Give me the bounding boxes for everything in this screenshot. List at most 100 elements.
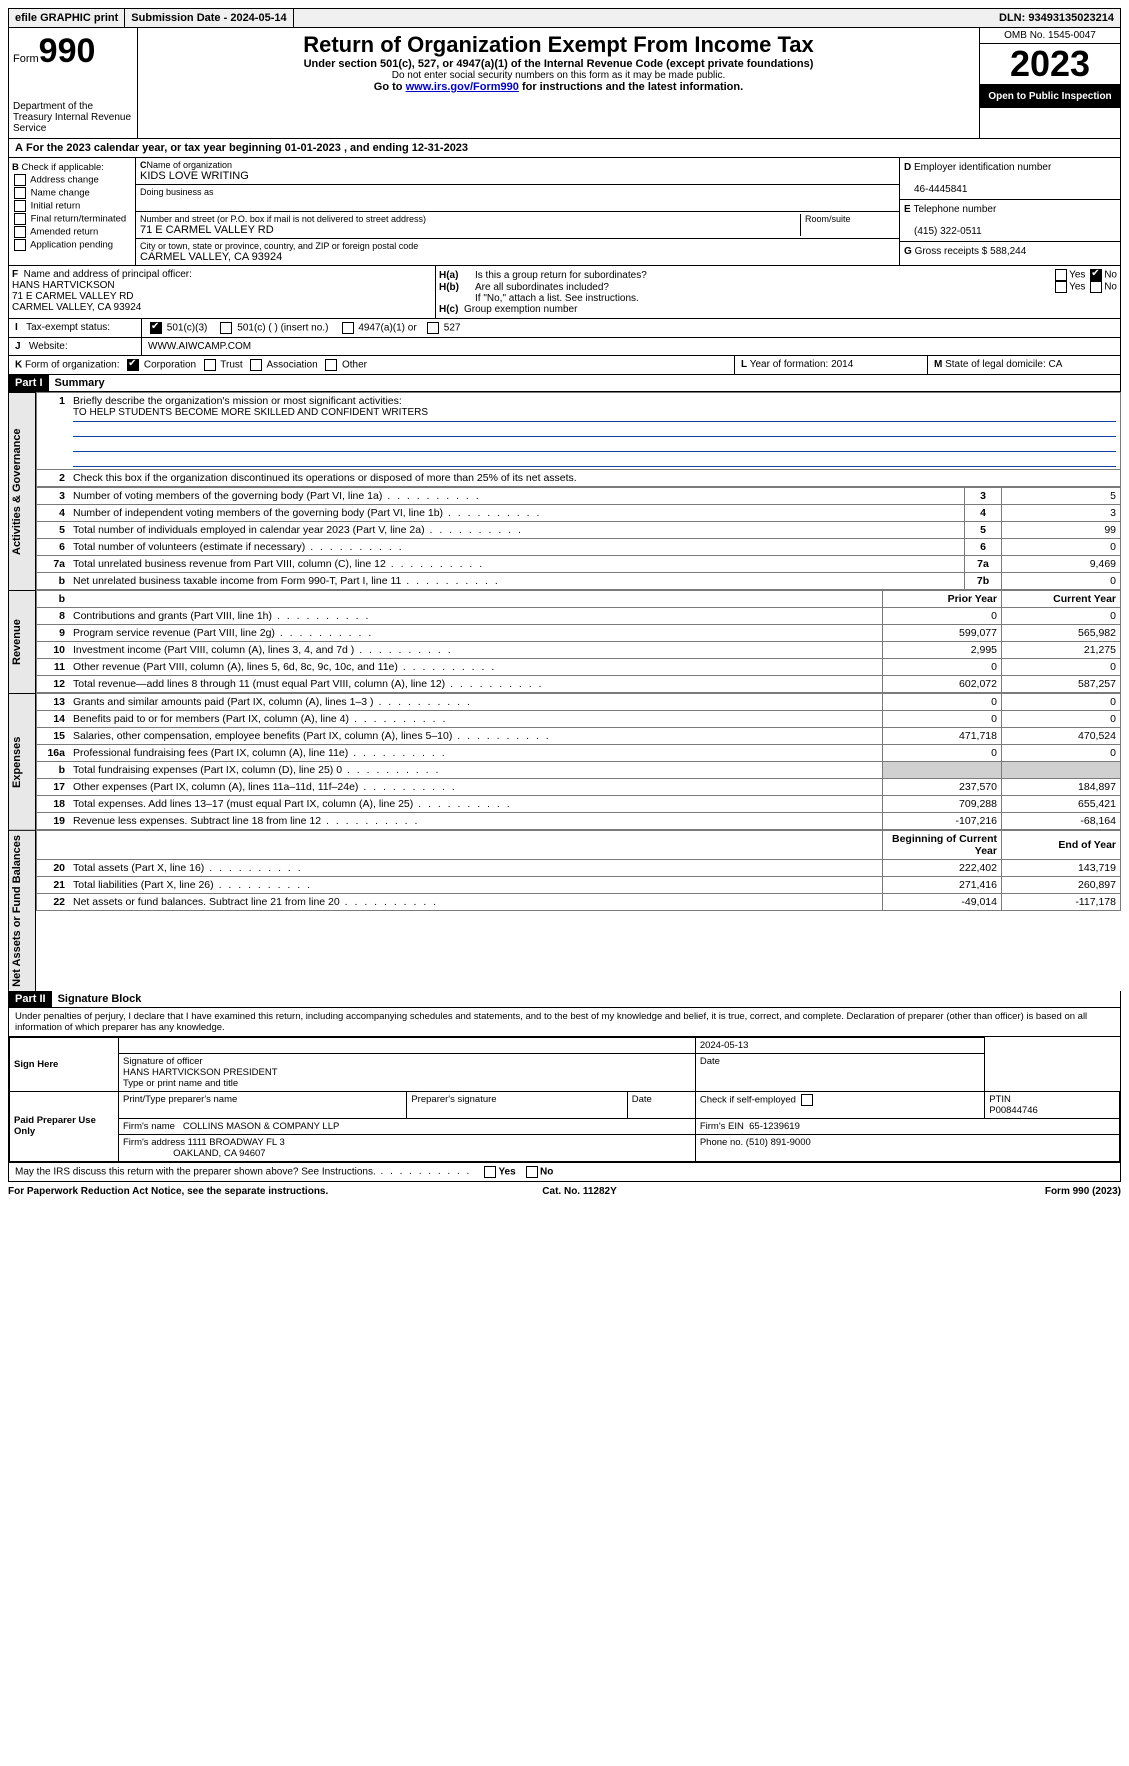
check-corp[interactable]	[127, 359, 139, 371]
officer-name: HANS HARTVICKSON PRESIDENT	[123, 1067, 278, 1078]
ha-yes[interactable]: Yes	[1053, 269, 1085, 281]
header-right: OMB No. 1545-0047 2023 Open to Public In…	[979, 28, 1120, 138]
table-row: 15Salaries, other compensation, employee…	[37, 728, 1121, 745]
telephone: (415) 322-0511	[904, 226, 982, 237]
gov-table: 3Number of voting members of the governi…	[36, 487, 1121, 590]
exp-table: 13Grants and similar amounts paid (Part …	[36, 693, 1121, 830]
top-bar: efile GRAPHIC print Submission Date - 20…	[8, 8, 1121, 28]
check-application-pending[interactable]: Application pending	[12, 239, 132, 251]
side-governance: Activities & Governance	[8, 392, 36, 590]
tax-year: 2023	[980, 44, 1120, 85]
header-mid: Return of Organization Exempt From Incom…	[138, 28, 979, 138]
table-row: bNet unrelated business taxable income f…	[37, 573, 1121, 590]
col-d-right: D Employer identification number 46-4445…	[900, 158, 1120, 265]
check-amended-return[interactable]: Amended return	[12, 226, 132, 238]
form-subtitle-1: Under section 501(c), 527, or 4947(a)(1)…	[142, 58, 975, 70]
table-row: 21Total liabilities (Part X, line 26)271…	[37, 877, 1121, 894]
irs-link[interactable]: www.irs.gov/Form990	[406, 81, 519, 93]
firm-addr1: 1111 BROADWAY FL 3	[188, 1137, 285, 1148]
ein: 46-4445841	[904, 184, 967, 195]
table-row: bTotal fundraising expenses (Part IX, co…	[37, 762, 1121, 779]
check-address-change[interactable]: Address change	[12, 174, 132, 186]
side-revenue: Revenue	[8, 590, 36, 693]
summary-expenses: Expenses 13Grants and similar amounts pa…	[8, 693, 1121, 830]
table-row: 7aTotal unrelated business revenue from …	[37, 556, 1121, 573]
cat-no: Cat. No. 11282Y	[542, 1186, 616, 1197]
table-row: 14Benefits paid to or for members (Part …	[37, 711, 1121, 728]
table-row: 9Program service revenue (Part VIII, lin…	[37, 625, 1121, 642]
website: WWW.AIWCAMP.COM	[148, 341, 251, 352]
check-name-change[interactable]: Name change	[12, 187, 132, 199]
col-b-checkboxes: B Check if applicable: Address change Na…	[9, 158, 136, 265]
rev-table: b Prior Year Current Year 8Contributions…	[36, 590, 1121, 693]
check-self-employed[interactable]	[801, 1094, 813, 1106]
org-street: 71 E CARMEL VALLEY RD	[140, 224, 800, 236]
efile-label: efile GRAPHIC print	[9, 9, 125, 27]
discuss-yes[interactable]	[484, 1166, 496, 1178]
hb-yes[interactable]: Yes	[1053, 281, 1085, 293]
form-subtitle-2: Do not enter social security numbers on …	[142, 70, 975, 81]
submission-date: Submission Date - 2024-05-14	[125, 9, 293, 27]
paid-preparer-label: Paid Preparer Use Only	[10, 1091, 119, 1161]
entity-section: B Check if applicable: Address change Na…	[8, 158, 1121, 266]
table-row: 12Total revenue—add lines 8 through 11 (…	[37, 676, 1121, 693]
col-c-org-info: CName of organization KIDS LOVE WRITING …	[136, 158, 900, 265]
table-row: 3Number of voting members of the governi…	[37, 488, 1121, 505]
table-row: 4Number of independent voting members of…	[37, 505, 1121, 522]
discuss-line: May the IRS discuss this return with the…	[8, 1163, 1121, 1182]
dln: DLN: 93493135023214	[993, 9, 1120, 27]
firm-ein: 65-1239619	[749, 1121, 800, 1132]
check-assoc[interactable]	[250, 359, 262, 371]
signature-section: Sign Here 2024-05-13 Signature of office…	[8, 1037, 1121, 1163]
check-trust[interactable]	[204, 359, 216, 371]
form-number: Form990	[13, 32, 133, 71]
check-4947[interactable]	[342, 322, 354, 334]
check-501c[interactable]	[220, 322, 232, 334]
part1-header: Part I Summary	[8, 375, 1121, 392]
gross-receipts: 588,244	[990, 246, 1026, 257]
line-i-j: I Tax-exempt status: 501(c)(3) 501(c) ( …	[8, 319, 1121, 338]
ha-no[interactable]: No	[1088, 269, 1117, 281]
public-inspection: Open to Public Inspection	[980, 85, 1120, 108]
part2-header: Part II Signature Block	[8, 991, 1121, 1008]
table-row: 22Net assets or fund balances. Subtract …	[37, 894, 1121, 911]
discuss-no[interactable]	[526, 1166, 538, 1178]
form-subtitle-3: Go to www.irs.gov/Form990 for instructio…	[142, 81, 975, 93]
principal-officer: F Name and address of principal officer:…	[9, 266, 436, 318]
table-row: 19Revenue less expenses. Subtract line 1…	[37, 813, 1121, 830]
form-title: Return of Organization Exempt From Incom…	[142, 32, 975, 58]
check-501c3[interactable]	[150, 322, 162, 334]
omb-number: OMB No. 1545-0047	[980, 28, 1120, 44]
penalty-statement: Under penalties of perjury, I declare th…	[8, 1008, 1121, 1037]
paperwork-notice: For Paperwork Reduction Act Notice, see …	[8, 1186, 328, 1197]
table-row: 13Grants and similar amounts paid (Part …	[37, 694, 1121, 711]
summary-revenue: Revenue b Prior Year Current Year 8Contr…	[8, 590, 1121, 693]
mission-text: TO HELP STUDENTS BECOME MORE SKILLED AND…	[73, 407, 1116, 422]
table-row: 17Other expenses (Part IX, column (A), l…	[37, 779, 1121, 796]
table-row: 16aProfessional fundraising fees (Part I…	[37, 745, 1121, 762]
line-k-l-m: K Form of organization: Corporation Trus…	[8, 356, 1121, 375]
hb-no[interactable]: No	[1088, 281, 1117, 293]
header-left: Form990 Department of the Treasury Inter…	[9, 28, 138, 138]
summary-governance: Activities & Governance 1 Briefly descri…	[8, 392, 1121, 590]
table-row: 10Investment income (Part VIII, column (…	[37, 642, 1121, 659]
side-expenses: Expenses	[8, 693, 36, 830]
firm-addr2: OAKLAND, CA 94607	[173, 1148, 265, 1159]
ptin: P00844746	[989, 1105, 1038, 1116]
firm-phone: (510) 891-9000	[746, 1137, 811, 1148]
org-city: CARMEL VALLEY, CA 93924	[140, 251, 895, 263]
table-row: 11Other revenue (Part VIII, column (A), …	[37, 659, 1121, 676]
check-final-return[interactable]: Final return/terminated	[12, 213, 132, 225]
check-527[interactable]	[427, 322, 439, 334]
form-header: Form990 Department of the Treasury Inter…	[8, 28, 1121, 139]
side-netassets: Net Assets or Fund Balances	[8, 830, 36, 991]
check-other[interactable]	[325, 359, 337, 371]
net-table: Beginning of Current Year End of Year 20…	[36, 830, 1121, 911]
group-return-section: H(a) Is this a group return for subordin…	[436, 266, 1120, 318]
table-row: 20Total assets (Part X, line 16)222,4021…	[37, 860, 1121, 877]
check-initial-return[interactable]: Initial return	[12, 200, 132, 212]
dept-treasury: Department of the Treasury Internal Reve…	[13, 101, 133, 134]
tax-year-line: A For the 2023 calendar year, or tax yea…	[8, 139, 1121, 158]
summary-netassets: Net Assets or Fund Balances Beginning of…	[8, 830, 1121, 991]
section-f-h: F Name and address of principal officer:…	[8, 266, 1121, 319]
